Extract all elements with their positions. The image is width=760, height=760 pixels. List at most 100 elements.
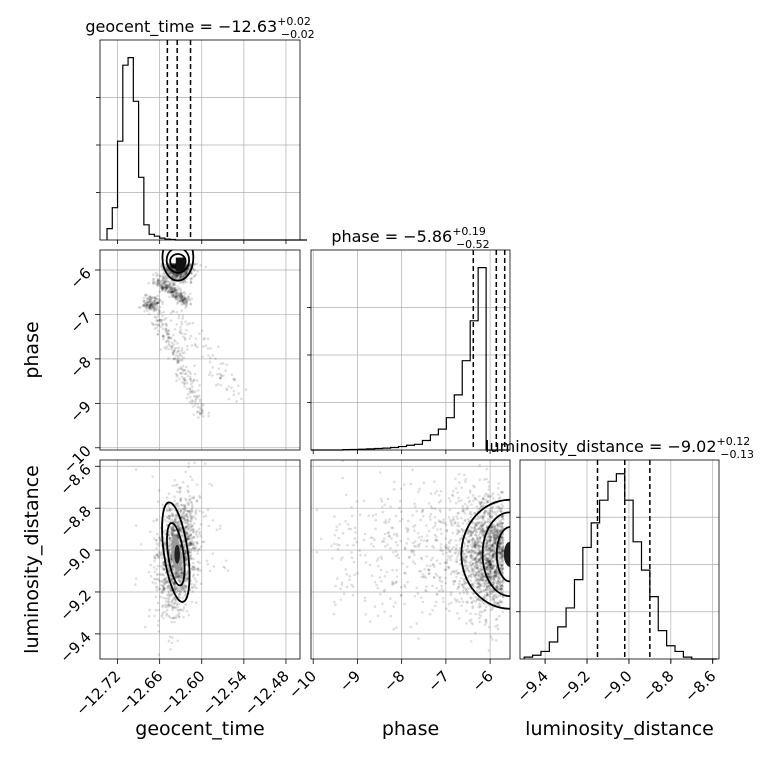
sample-point xyxy=(218,527,222,530)
sample-point xyxy=(150,303,153,307)
sample-point xyxy=(185,344,189,348)
sample-point xyxy=(167,589,170,593)
sample-point xyxy=(473,539,477,543)
sample-point xyxy=(145,296,148,300)
sample-point xyxy=(165,287,168,290)
sample-point xyxy=(168,586,171,590)
sample-point xyxy=(498,587,501,591)
sample-point xyxy=(368,620,372,623)
sample-point xyxy=(495,596,498,599)
sample-point xyxy=(181,280,185,283)
sample-point xyxy=(470,567,474,571)
sample-point xyxy=(482,585,486,588)
sample-point xyxy=(469,529,472,532)
sample-point xyxy=(172,287,176,290)
sample-point xyxy=(491,549,495,553)
contour-level xyxy=(161,250,195,282)
sample-point xyxy=(475,598,479,602)
sample-point xyxy=(418,569,421,573)
sample-point xyxy=(165,496,169,499)
sample-point xyxy=(149,305,153,308)
sample-point xyxy=(181,531,184,534)
sample-point xyxy=(492,545,496,549)
sample-point xyxy=(399,539,403,543)
sample-point xyxy=(476,565,480,569)
sample-point xyxy=(490,608,493,612)
sample-point xyxy=(473,542,477,545)
sample-point xyxy=(492,544,495,547)
sample-point xyxy=(487,563,491,567)
sample-point xyxy=(193,583,196,587)
sample-point xyxy=(454,546,458,550)
sample-point xyxy=(174,274,177,277)
sample-point xyxy=(170,508,174,511)
sample-point xyxy=(474,600,477,603)
sample-point xyxy=(184,303,188,307)
sample-point xyxy=(149,302,153,306)
sample-point xyxy=(182,298,186,301)
sample-point xyxy=(467,541,470,544)
sample-point xyxy=(184,300,187,303)
sample-point xyxy=(157,489,161,492)
sample-point xyxy=(172,529,176,532)
sample-point xyxy=(156,284,159,288)
sample-point xyxy=(162,616,165,620)
sample-point xyxy=(489,562,492,566)
sample-point xyxy=(488,543,491,547)
sample-point xyxy=(178,330,182,334)
sample-point xyxy=(207,414,211,418)
sample-point xyxy=(188,370,191,374)
sample-point xyxy=(474,595,478,599)
sample-point xyxy=(150,301,153,305)
sample-point xyxy=(493,546,496,550)
sample-point xyxy=(452,569,456,573)
sample-point xyxy=(159,595,162,599)
sample-point xyxy=(477,560,481,563)
sample-point xyxy=(453,579,456,583)
sample-point xyxy=(168,538,172,541)
sample-point xyxy=(433,507,437,511)
sample-point xyxy=(158,305,162,309)
sample-point xyxy=(171,636,174,639)
sample-point xyxy=(183,296,187,300)
sample-point xyxy=(494,534,498,537)
sample-point xyxy=(421,509,425,512)
sample-point xyxy=(180,275,184,279)
sample-point xyxy=(171,273,174,277)
sample-point xyxy=(149,574,153,578)
sample-point xyxy=(173,295,176,298)
sample-point xyxy=(478,575,481,578)
sample-point xyxy=(493,538,497,542)
sample-point xyxy=(435,489,439,493)
sample-point xyxy=(455,532,459,536)
sample-point xyxy=(172,350,176,354)
sample-point xyxy=(163,581,166,585)
sample-point xyxy=(148,304,152,307)
sample-point xyxy=(355,500,359,503)
sample-point xyxy=(165,285,168,288)
sample-point xyxy=(497,582,501,586)
sample-point xyxy=(396,553,400,556)
sample-point xyxy=(180,567,184,570)
sample-point xyxy=(177,314,181,317)
sample-point xyxy=(498,551,502,554)
sample-point xyxy=(188,391,192,395)
sample-point xyxy=(191,405,195,408)
sample-point xyxy=(466,505,469,508)
sample-point xyxy=(464,507,468,511)
sample-point xyxy=(485,556,488,560)
panel-frame xyxy=(99,39,301,241)
sample-point xyxy=(164,317,168,320)
sample-point xyxy=(472,484,475,488)
sample-point xyxy=(499,584,503,588)
sample-point xyxy=(409,482,413,486)
sample-point xyxy=(487,573,491,577)
sample-point xyxy=(151,296,155,299)
sample-point xyxy=(423,575,426,578)
sample-point xyxy=(154,307,158,311)
sample-point xyxy=(149,303,152,307)
sample-point xyxy=(444,543,448,547)
sample-point xyxy=(160,605,164,608)
sample-point xyxy=(476,535,479,539)
sample-point xyxy=(190,525,193,529)
